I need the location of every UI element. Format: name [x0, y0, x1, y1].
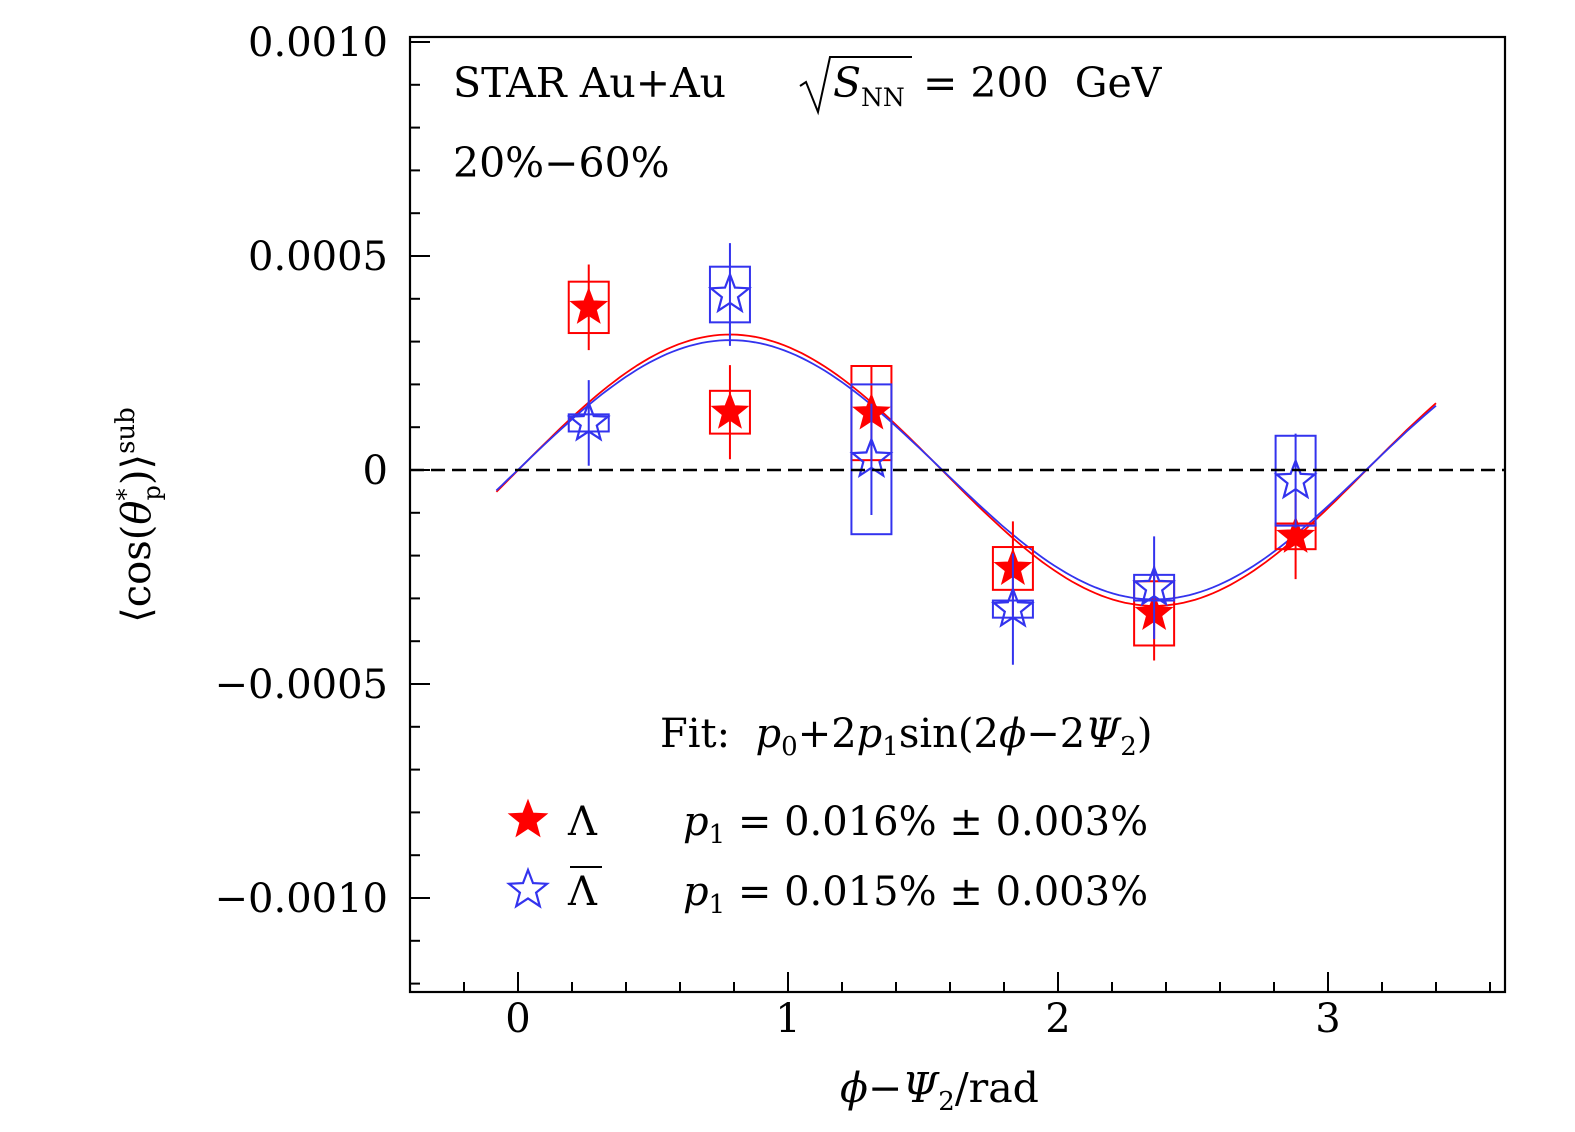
x-tick-label: 1: [775, 996, 800, 1042]
y-axis-label: ⟨cos(θ*p)⟩sub: [111, 407, 166, 623]
fit-curve-lambda: [495, 333, 1437, 607]
sys-error-box-antilambda: [708, 265, 751, 324]
legend-marker-antilambda: [506, 866, 550, 909]
y-tick-label: 0.0010: [248, 20, 388, 66]
data-point-antilambda: [990, 586, 1035, 628]
x-axis-label: ϕ−Ψ2/rad: [840, 1064, 1039, 1117]
data-point-antilambda: [566, 399, 611, 442]
annotation-centrality: 20%−60%: [453, 139, 670, 187]
sys-error-box-antilambda: [1274, 434, 1317, 527]
sys-error-box-lambda: [708, 389, 751, 435]
annotation-sqrt-sub: NN: [861, 83, 905, 112]
sys-error-box-antilambda: [850, 383, 893, 536]
x-tick-label: 0: [505, 996, 530, 1042]
y-tick-label: 0: [363, 448, 388, 494]
data-point-antilambda: [707, 271, 752, 314]
legend-fit-value: p1 = 0.015% ± 0.003%: [683, 869, 1148, 920]
annotation-sqrt-s: S: [833, 59, 861, 107]
sys-error-box-antilambda: [1133, 573, 1176, 602]
data-point-lambda: [569, 286, 609, 324]
legend-symbol: Λ: [567, 869, 598, 915]
data-point-antilambda: [849, 436, 894, 479]
x-tick-label: 2: [1045, 996, 1070, 1042]
data-point-antilambda: [1132, 564, 1177, 607]
sqrt-symbol: [799, 56, 912, 116]
y-tick-label: −0.0005: [215, 662, 388, 708]
axis-layer: 0 1 2 3 0.0010 0.0005 0 −0.0005 −0.0010: [215, 20, 1505, 1042]
y-tick-label: −0.0010: [215, 876, 388, 922]
fit-formula: Fit: p0+2p1sin(2ϕ−2Ψ2): [660, 711, 1152, 762]
data-point-antilambda: [1273, 457, 1318, 500]
legend-marker-lambda: [507, 798, 549, 838]
legend-symbol: Λ: [567, 799, 598, 845]
x-tick-label: 3: [1315, 996, 1340, 1042]
sys-error-box-lambda: [567, 280, 610, 335]
annotation-experiment: STAR Au+Au: [453, 59, 726, 107]
data-point-lambda: [1276, 515, 1316, 553]
fit-curve-antilambda: [495, 339, 1437, 601]
plot-frame: [408, 35, 1507, 994]
data-point-lambda: [710, 391, 750, 429]
annotation-energy: = 200 GeV: [910, 59, 1163, 107]
data-layer: [495, 243, 1437, 665]
y-tick-label: 0.0005: [248, 234, 388, 280]
legend-fit-value: p1 = 0.016% ± 0.003%: [683, 799, 1148, 850]
